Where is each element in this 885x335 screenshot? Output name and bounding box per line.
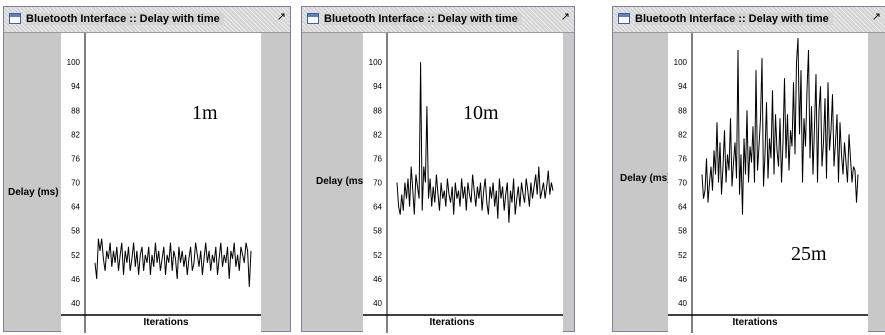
y-tick-label: 64	[373, 203, 382, 212]
y-tick-label: 76	[373, 154, 382, 163]
y-tick-label: 46	[373, 275, 382, 284]
series-line	[396, 62, 554, 223]
y-tick-label: 70	[373, 179, 382, 188]
distance-label: 1m	[192, 102, 218, 124]
y-tick-label: 46	[678, 275, 687, 284]
maximize-icon[interactable]: ↗	[560, 11, 570, 23]
plot-area: 100 94 88 82 76 70 64 58 52 46 40 1m	[61, 33, 261, 333]
y-tick-label: 52	[71, 251, 80, 260]
x-axis-label: Iterations	[732, 317, 778, 328]
y-tick-label: 82	[71, 130, 80, 139]
maximize-icon[interactable]: ↗	[276, 11, 286, 23]
chart-window-10m: Bluetooth Interface :: Delay with time ↗…	[301, 6, 575, 333]
y-tick-label: 100	[674, 58, 688, 67]
y-tick-label: 94	[678, 82, 687, 91]
y-tick-label: 40	[71, 299, 80, 308]
line-chart: 100 94 88 82 76 70 64 58 52 46 40 10m	[363, 33, 563, 333]
window-icon	[307, 13, 319, 24]
distance-label: 10m	[463, 102, 499, 124]
y-tick-label: 94	[373, 82, 382, 91]
y-tick-label: 52	[678, 251, 687, 260]
y-tick-label: 76	[678, 154, 687, 163]
distance-label: 25m	[791, 243, 827, 265]
series-line	[94, 238, 252, 287]
window-icon	[618, 13, 630, 24]
y-tick-label: 58	[373, 227, 382, 236]
x-axis-label: Iterations	[429, 317, 475, 328]
plot-area: 100 94 88 82 76 70 64 58 52 46 40 10m	[363, 33, 563, 333]
window-title-bar[interactable]: Bluetooth Interface :: Delay with time ↗	[4, 7, 290, 33]
window-title: Bluetooth Interface :: Delay with time	[635, 13, 833, 25]
maximize-icon[interactable]: ↗	[871, 11, 881, 23]
y-tick-label: 76	[71, 154, 80, 163]
y-tick-label: 88	[678, 106, 687, 115]
y-tick-label: 46	[71, 275, 80, 284]
y-tick-label: 40	[678, 299, 687, 308]
line-chart: 100 94 88 82 76 70 64 58 52 46 40 25m	[668, 33, 868, 333]
plot-area: 100 94 88 82 76 70 64 58 52 46 40 25m	[668, 33, 868, 333]
window-title-bar[interactable]: Bluetooth Interface :: Delay with time ↗	[302, 7, 574, 33]
y-tick-label: 52	[373, 251, 382, 260]
chart-window-1m: Bluetooth Interface :: Delay with time ↗…	[3, 6, 291, 333]
series-line	[701, 37, 859, 215]
window-icon	[9, 13, 21, 24]
y-axis-label: Delay (ms)	[620, 173, 671, 184]
chart-window-25m: Bluetooth Interface :: Delay with time ↗…	[612, 6, 885, 333]
window-title: Bluetooth Interface :: Delay with time	[324, 13, 522, 25]
y-tick-label: 70	[678, 179, 687, 188]
y-tick-label: 94	[71, 82, 80, 91]
y-tick-label: 88	[71, 106, 80, 115]
line-chart: 100 94 88 82 76 70 64 58 52 46 40 1m	[61, 33, 261, 333]
y-tick-label: 82	[678, 130, 687, 139]
y-tick-label: 70	[71, 179, 80, 188]
x-axis-label: Iterations	[143, 317, 189, 328]
y-axis-label: Delay (ms)	[8, 187, 59, 198]
window-title: Bluetooth Interface :: Delay with time	[26, 13, 224, 25]
y-axis-label: Delay (ms)	[316, 176, 367, 187]
y-tick-label: 100	[67, 58, 81, 67]
y-tick-label: 88	[373, 106, 382, 115]
window-title-bar[interactable]: Bluetooth Interface :: Delay with time ↗	[613, 7, 885, 33]
y-tick-label: 82	[373, 130, 382, 139]
y-tick-label: 64	[71, 203, 80, 212]
y-tick-label: 100	[369, 58, 383, 67]
y-tick-label: 40	[373, 299, 382, 308]
y-tick-label: 58	[678, 227, 687, 236]
y-tick-label: 58	[71, 227, 80, 236]
y-tick-label: 64	[678, 203, 687, 212]
